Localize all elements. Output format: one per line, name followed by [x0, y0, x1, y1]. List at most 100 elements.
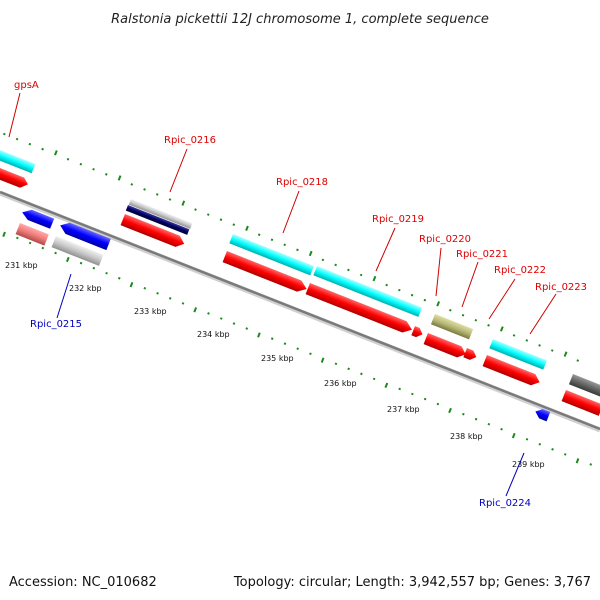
lower-tick-marks — [2, 231, 593, 466]
gene-label-rpic0219: Rpic_0219 — [372, 214, 424, 225]
kbp-label: 235 kbp — [261, 354, 294, 363]
gene-labels: gpsA Rpic_0216 Rpic_0218 Rpic_0219 Rpic_… — [14, 80, 587, 509]
minor-tick — [334, 263, 337, 267]
minor-tick — [54, 251, 57, 255]
kbp-label: 231 kbp — [5, 261, 38, 270]
minor-tick — [500, 427, 503, 431]
kbp-label: 232 kbp — [69, 284, 102, 293]
kbp-label: 237 kbp — [387, 405, 420, 414]
minor-tick — [321, 258, 325, 262]
major-tick — [181, 200, 186, 206]
minor-tick — [104, 173, 108, 176]
genome-backbone — [0, 190, 600, 433]
minor-tick — [411, 392, 414, 396]
feature-rpic0218-cds — [222, 251, 307, 292]
feature-rpic0216-navy — [125, 205, 190, 235]
minor-tick — [28, 142, 32, 146]
kbp-label: 239 kbp — [512, 460, 545, 469]
accession-text: Accession: NC_010682 — [9, 575, 157, 590]
major-tick — [54, 150, 58, 156]
minor-tick — [512, 334, 516, 337]
minor-tick — [206, 213, 210, 216]
minor-tick — [155, 193, 159, 196]
minor-tick — [398, 387, 401, 391]
gene-label-rpic0224: Rpic_0224 — [479, 498, 531, 509]
minor-tick — [525, 339, 529, 342]
label-leaders — [8, 92, 557, 497]
feature-rpic0222-rna — [489, 339, 547, 370]
forward-features — [0, 146, 600, 416]
major-tick — [320, 357, 325, 363]
minor-tick — [194, 208, 197, 211]
reverse-features — [15, 209, 551, 422]
minor-tick — [257, 233, 261, 237]
minor-tick — [270, 238, 274, 242]
minor-tick — [168, 297, 172, 300]
kbp-labels: 231 kbp 232 kbp 233 kbp 234 kbp 235 kbp … — [5, 261, 545, 469]
minor-tick — [130, 183, 134, 186]
minor-tick — [219, 218, 223, 221]
minor-tick — [334, 362, 338, 366]
major-tick — [193, 307, 198, 313]
minor-tick — [449, 308, 452, 312]
minor-tick — [15, 137, 19, 141]
gene-label-rpic0220: Rpic_0220 — [419, 234, 471, 245]
feature-rpic0220-olive — [430, 314, 474, 340]
gene-label-rpic0222: Rpic_0222 — [494, 265, 546, 276]
minor-tick — [79, 261, 83, 265]
map-title: Ralstonia pickettii 12J chromosome 1, co… — [111, 12, 489, 27]
feature-rpic0222-cds — [482, 355, 540, 386]
gene-label-gpsA: gpsA — [14, 80, 39, 91]
minor-tick — [232, 322, 236, 325]
minor-tick — [538, 442, 542, 446]
feature-rpic0219-rna — [313, 266, 423, 317]
major-tick — [129, 281, 134, 288]
minor-tick — [245, 327, 249, 330]
major-tick — [308, 250, 313, 257]
minor-tick — [474, 319, 478, 322]
minor-tick — [347, 367, 350, 371]
minor-tick — [410, 293, 414, 297]
major-tick — [2, 231, 6, 238]
minor-tick — [461, 313, 465, 317]
minor-tick — [270, 337, 274, 340]
minor-tick — [309, 352, 312, 356]
minor-tick — [423, 397, 427, 401]
feature-rpic0216-cds — [120, 214, 185, 247]
feature-rpic0215-grey — [51, 236, 104, 266]
minor-tick — [156, 292, 159, 295]
minor-tick — [550, 349, 554, 352]
minor-tick — [105, 271, 108, 275]
kbp-label: 236 kbp — [324, 379, 357, 388]
minor-tick — [462, 412, 465, 416]
minor-tick — [423, 298, 427, 302]
gene-label-rpic0215: Rpic_0215 — [30, 319, 82, 330]
major-tick — [117, 175, 122, 181]
minor-tick — [143, 188, 146, 191]
minor-tick — [283, 342, 287, 345]
feature-rpic0223-cds — [561, 390, 600, 416]
major-tick — [563, 351, 568, 357]
minor-tick — [359, 273, 363, 277]
minor-tick — [563, 453, 567, 456]
major-tick — [448, 407, 452, 414]
minor-tick — [207, 312, 210, 315]
minor-tick — [92, 168, 95, 171]
minor-tick — [66, 157, 70, 161]
major-tick — [65, 256, 70, 263]
minor-tick — [3, 132, 6, 136]
minor-tick — [28, 241, 32, 245]
feature-rev-blue-1 — [22, 209, 55, 229]
minor-tick — [168, 198, 172, 201]
minor-tick — [143, 286, 147, 290]
minor-tick — [41, 246, 45, 250]
minor-tick — [117, 276, 121, 280]
minor-tick — [41, 147, 44, 151]
feature-rpic0218-rna — [229, 234, 314, 276]
gene-label-rpic0218: Rpic_0218 — [276, 177, 328, 188]
minor-tick — [181, 302, 185, 305]
kbp-label: 234 kbp — [197, 330, 230, 339]
minor-tick — [525, 438, 529, 441]
minor-tick — [487, 324, 490, 327]
